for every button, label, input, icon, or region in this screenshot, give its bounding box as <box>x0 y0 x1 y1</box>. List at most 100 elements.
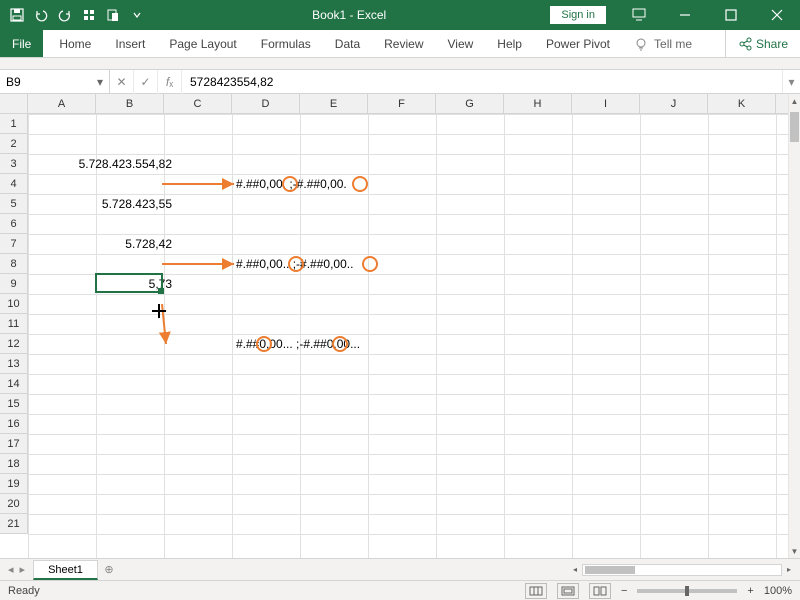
ribbon-tab-page-layout[interactable]: Page Layout <box>157 30 248 57</box>
undo-icon[interactable] <box>30 4 52 26</box>
column-header[interactable]: E <box>300 94 368 114</box>
row-header[interactable]: 7 <box>0 234 27 254</box>
vertical-scrollbar[interactable]: ▲ ▼ <box>788 94 800 558</box>
sheet-tab-active[interactable]: Sheet1 <box>33 560 98 580</box>
row-header[interactable]: 5 <box>0 194 27 214</box>
zoom-slider-thumb[interactable] <box>685 586 689 596</box>
ribbon-tab-data[interactable]: Data <box>323 30 372 57</box>
qat-dropdown-icon[interactable] <box>126 4 148 26</box>
row-header[interactable]: 2 <box>0 134 27 154</box>
zoom-slider[interactable] <box>637 589 737 593</box>
share-icon <box>738 37 752 51</box>
formula-input[interactable]: 5728423554,82 <box>182 70 782 93</box>
ribbon-tab-help[interactable]: Help <box>485 30 534 57</box>
name-box[interactable]: B9 ▾ <box>0 70 110 93</box>
ribbon-tab-view[interactable]: View <box>436 30 486 57</box>
qat-more-icon[interactable] <box>78 4 100 26</box>
status-ready: Ready <box>8 585 40 597</box>
ribbon-tab-review[interactable]: Review <box>372 30 435 57</box>
row-header[interactable]: 8 <box>0 254 27 274</box>
formula-buttons: ✕ ✓ fₓ <box>110 70 182 93</box>
grid-main[interactable]: ABCDEFGHIJK 1234567891011121314151617181… <box>0 94 788 558</box>
enter-icon[interactable]: ✓ <box>134 70 158 94</box>
save-icon[interactable] <box>6 4 28 26</box>
row-header[interactable]: 3 <box>0 154 27 174</box>
grid-area: ABCDEFGHIJK 1234567891011121314151617181… <box>0 94 800 558</box>
row-header[interactable]: 10 <box>0 294 27 314</box>
close-button[interactable] <box>754 0 800 30</box>
row-header[interactable]: 19 <box>0 474 27 494</box>
scroll-thumb[interactable] <box>790 112 799 142</box>
row-header[interactable]: 18 <box>0 454 27 474</box>
ribbon-tab-file[interactable]: File <box>0 30 43 57</box>
signin-button[interactable]: Sign in <box>550 6 606 24</box>
row-header[interactable]: 17 <box>0 434 27 454</box>
horizontal-scrollbar[interactable]: ◂ ▸ <box>568 559 800 580</box>
tellme-label: Tell me <box>654 37 692 51</box>
scroll-right-icon[interactable]: ▸ <box>782 563 796 577</box>
redo-icon[interactable] <box>54 4 76 26</box>
hscroll-thumb[interactable] <box>585 566 635 574</box>
scroll-up-icon[interactable]: ▲ <box>789 94 800 108</box>
formula-value: 5728423554,82 <box>190 75 273 89</box>
tellme[interactable]: Tell me <box>634 30 692 57</box>
page-break-view-icon[interactable] <box>589 583 611 599</box>
ribbon-spacer <box>0 58 800 70</box>
normal-view-icon[interactable] <box>525 583 547 599</box>
ribbon-tab-formulas[interactable]: Formulas <box>249 30 323 57</box>
bulb-icon <box>634 37 648 51</box>
column-header[interactable]: I <box>572 94 640 114</box>
column-header[interactable]: F <box>368 94 436 114</box>
select-all-corner[interactable] <box>0 94 28 114</box>
minimize-button[interactable] <box>662 0 708 30</box>
ribbon-tab-power-pivot[interactable]: Power Pivot <box>534 30 622 57</box>
column-header[interactable]: H <box>504 94 572 114</box>
cancel-icon[interactable]: ✕ <box>110 70 134 94</box>
column-headers: ABCDEFGHIJK <box>28 94 788 114</box>
quick-access-toolbar <box>0 4 148 26</box>
qat-paste-icon[interactable] <box>102 4 124 26</box>
page-layout-view-icon[interactable] <box>557 583 579 599</box>
row-header[interactable]: 15 <box>0 394 27 414</box>
row-header[interactable]: 21 <box>0 514 27 534</box>
sheet-nav[interactable]: ◂▸ <box>0 559 33 580</box>
arrow-annotation <box>28 114 788 554</box>
ribbon-options-icon[interactable] <box>616 0 662 30</box>
maximize-button[interactable] <box>708 0 754 30</box>
hscroll-track[interactable] <box>582 564 782 576</box>
column-header[interactable]: J <box>640 94 708 114</box>
column-header[interactable]: D <box>232 94 300 114</box>
row-header[interactable]: 12 <box>0 334 27 354</box>
ribbon-tabs: FileHomeInsertPage LayoutFormulasDataRev… <box>0 30 800 58</box>
column-header[interactable]: A <box>28 94 96 114</box>
sheet-tab-label: Sheet1 <box>48 564 83 576</box>
fx-icon[interactable]: fₓ <box>158 70 182 94</box>
row-header[interactable]: 11 <box>0 314 27 334</box>
row-header[interactable]: 16 <box>0 414 27 434</box>
share-label: Share <box>756 37 788 51</box>
zoom-in-button[interactable]: + <box>747 585 753 597</box>
row-header[interactable]: 9 <box>0 274 27 294</box>
share-button[interactable]: Share <box>725 30 800 57</box>
row-header[interactable]: 13 <box>0 354 27 374</box>
row-header[interactable]: 4 <box>0 174 27 194</box>
chevron-down-icon[interactable]: ▾ <box>97 75 103 89</box>
row-header[interactable]: 20 <box>0 494 27 514</box>
add-sheet-button[interactable]: ⊕ <box>98 559 120 580</box>
column-header[interactable]: C <box>164 94 232 114</box>
scroll-down-icon[interactable]: ▼ <box>789 544 800 558</box>
scroll-left-icon[interactable]: ◂ <box>568 563 582 577</box>
row-header[interactable]: 1 <box>0 114 27 134</box>
zoom-level[interactable]: 100% <box>764 585 792 597</box>
ribbon-tab-home[interactable]: Home <box>47 30 103 57</box>
ribbon-tab-insert[interactable]: Insert <box>103 30 157 57</box>
row-header[interactable]: 14 <box>0 374 27 394</box>
formula-expand[interactable]: ▾ <box>782 70 800 93</box>
column-header[interactable]: G <box>436 94 504 114</box>
column-header[interactable]: B <box>96 94 164 114</box>
row-header[interactable]: 6 <box>0 214 27 234</box>
zoom-out-button[interactable]: − <box>621 585 627 597</box>
cells[interactable]: 5.728.423.554,825.728.423,555.728,425,73… <box>28 114 788 558</box>
title-bar: Book1 - Excel Sign in <box>0 0 800 30</box>
column-header[interactable]: K <box>708 94 776 114</box>
